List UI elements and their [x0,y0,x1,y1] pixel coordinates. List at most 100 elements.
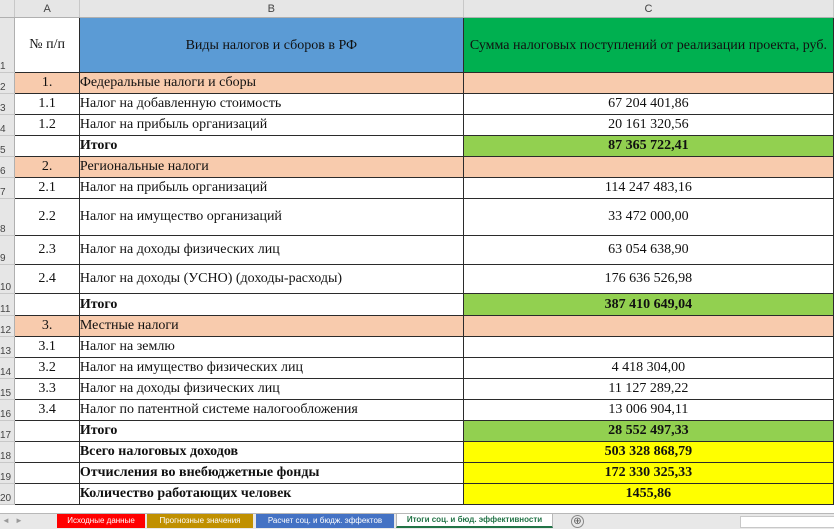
row-number[interactable]: 10 [0,264,16,294]
row-number[interactable]: 18 [0,441,16,463]
row-number[interactable]: 2 [0,72,16,94]
cell-a[interactable]: 3.3 [14,378,80,400]
cell-c[interactable]: 4 418 304,00 [462,357,834,379]
cell-c[interactable]: 67 204 401,86 [462,93,834,115]
cell-a[interactable]: 2.4 [14,264,80,294]
cell-b[interactable]: Налог по патентной системе налогообложен… [78,399,464,421]
cell-b[interactable]: Итого [78,293,464,316]
cell-c[interactable]: 28 552 497,33 [462,420,834,442]
cell-b[interactable]: Всего налоговых доходов [78,441,464,463]
row-number[interactable]: 7 [0,177,16,199]
cell-b[interactable]: Налог на добавленную стоимость [78,93,464,115]
row-number[interactable]: 16 [0,399,16,421]
row-number[interactable]: 13 [0,336,16,358]
next-sheet-button[interactable]: ► [15,516,23,525]
cell-b[interactable]: Количество работающих человек [78,483,464,505]
row-number[interactable]: 8 [0,198,16,236]
select-all-corner[interactable] [0,0,16,18]
cell-grid: A B C 1 № п/п Виды налогов и сборов в РФ… [0,0,834,505]
add-sheet-icon[interactable]: ⊕ [571,515,584,528]
cell-a[interactable] [14,420,80,442]
cell-c[interactable]: 63 054 638,90 [462,235,834,265]
row-number[interactable]: 9 [0,235,16,265]
column-header-a[interactable]: A [14,0,80,18]
table-row: 7 2.1 Налог на прибыль организаций 114 2… [0,177,834,199]
row-number[interactable]: 4 [0,114,16,136]
cell-a[interactable]: 1.2 [14,114,80,136]
cell-a[interactable]: 2.1 [14,177,80,199]
cell-c[interactable]: 172 330 325,33 [462,462,834,484]
prev-sheet-button[interactable]: ◄ [2,516,10,525]
cell-b[interactable]: Налог на прибыль организаций [78,114,464,136]
cell-a[interactable]: 3.4 [14,399,80,421]
cell-c[interactable] [462,156,834,178]
cell-b[interactable]: Налог на прибыль организаций [78,177,464,199]
row-number[interactable]: 15 [0,378,16,400]
horizontal-scrollbar[interactable] [740,516,834,528]
cell-c[interactable] [462,315,834,337]
header-cell-amount[interactable]: Сумма налоговых поступлений от реализаци… [462,17,834,73]
cell-a[interactable]: 3.1 [14,336,80,358]
cell-a[interactable]: 1.1 [14,93,80,115]
row-number[interactable]: 11 [0,293,16,316]
cell-a[interactable]: 2. [14,156,80,178]
sheet-tab-effects-calc[interactable]: Расчет соц. и бюдж. эффектов [256,514,394,528]
cell-b[interactable]: Налог на доходы (УСНО) (доходы-расходы) [78,264,464,294]
cell-b[interactable]: Налог на землю [78,336,464,358]
sheet-tab-results-active[interactable]: Итоги соц. и бюд. эффективности [396,514,553,528]
cell-c[interactable]: 176 636 526,98 [462,264,834,294]
cell-c[interactable]: 13 006 904,11 [462,399,834,421]
cell-c[interactable]: 11 127 289,22 [462,378,834,400]
cell-a[interactable]: 2.2 [14,198,80,236]
cell-b[interactable]: Налог на доходы физических лиц [78,235,464,265]
cell-c[interactable]: 33 472 000,00 [462,198,834,236]
row-number[interactable]: 5 [0,135,16,157]
cell-a[interactable] [14,293,80,316]
cell-b[interactable]: Региональные налоги [78,156,464,178]
header-cell-number[interactable]: № п/п [14,17,80,73]
table-row: 18 Всего налоговых доходов 503 328 868,7… [0,441,834,463]
cell-b[interactable]: Налог на имущество физических лиц [78,357,464,379]
cell-a[interactable] [14,135,80,157]
row-number[interactable]: 14 [0,357,16,379]
row-number[interactable]: 6 [0,156,16,178]
cell-c[interactable]: 87 365 722,41 [462,135,834,157]
row-number[interactable]: 1 [0,17,16,73]
cell-a[interactable]: 3.2 [14,357,80,379]
cell-b[interactable]: Налог на имущество организаций [78,198,464,236]
cell-c[interactable]: 387 410 649,04 [462,293,834,316]
cell-c[interactable]: 503 328 868,79 [462,441,834,463]
row-number[interactable]: 20 [0,483,16,505]
column-header-b[interactable]: B [79,0,464,18]
cell-a[interactable] [14,441,80,463]
cell-b[interactable]: Итого [78,135,464,157]
cell-c[interactable] [462,336,834,358]
cell-a[interactable]: 2.3 [14,235,80,265]
row-number[interactable]: 17 [0,420,16,442]
cell-a[interactable]: 3. [14,315,80,337]
row-number[interactable]: 19 [0,462,16,484]
table-row: 3 1.1 Налог на добавленную стоимость 67 … [0,93,834,115]
table-row: 8 2.2 Налог на имущество организаций 33 … [0,198,834,236]
sheet-tab-source-data[interactable]: Исходные данные [57,514,145,528]
cell-a[interactable] [14,462,80,484]
cell-b[interactable]: Итого [78,420,464,442]
cell-a[interactable] [14,483,80,505]
table-row: 12 3. Местные налоги [0,315,834,337]
table-row: 13 3.1 Налог на землю [0,336,834,358]
cell-b[interactable]: Отчисления во внебюджетные фонды [78,462,464,484]
cell-c[interactable]: 1455,86 [462,483,834,505]
cell-b[interactable]: Местные налоги [78,315,464,337]
cell-c[interactable]: 114 247 483,16 [462,177,834,199]
cell-a[interactable]: 1. [14,72,80,94]
sheet-tab-forecast[interactable]: Прогнозные значения [147,514,253,528]
row-number[interactable]: 12 [0,315,16,337]
column-header-c[interactable]: C [463,0,834,18]
table-row: 16 3.4 Налог по патентной системе налого… [0,399,834,421]
header-cell-tax-type[interactable]: Виды налогов и сборов в РФ [78,17,464,73]
cell-c[interactable]: 20 161 320,56 [462,114,834,136]
cell-b[interactable]: Федеральные налоги и сборы [78,72,464,94]
cell-b[interactable]: Налог на доходы физических лиц [78,378,464,400]
cell-c[interactable] [462,72,834,94]
row-number[interactable]: 3 [0,93,16,115]
